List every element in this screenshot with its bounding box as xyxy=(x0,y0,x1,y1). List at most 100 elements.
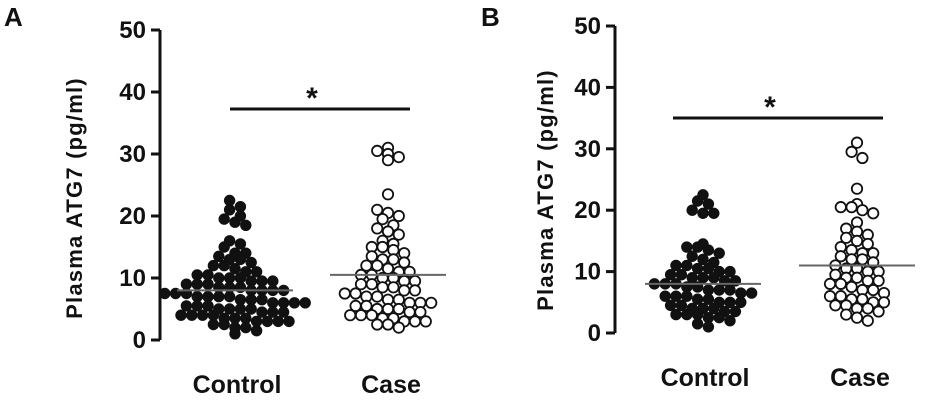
data-points-a xyxy=(159,141,446,340)
data-point-a-control xyxy=(218,259,230,272)
data-point-a-case xyxy=(392,228,405,241)
data-point-b-control xyxy=(681,241,693,253)
data-point-a-control xyxy=(213,290,225,303)
data-point-a-case xyxy=(338,287,351,300)
data-point-a-control xyxy=(180,300,193,312)
y-tick-label-a-20: 20 xyxy=(119,203,146,230)
data-point-a-control xyxy=(256,306,268,318)
data-point-b-control xyxy=(691,195,704,207)
data-point-b-case xyxy=(856,204,869,217)
data-point-b-case xyxy=(850,234,864,247)
data-point-a-case xyxy=(387,281,400,294)
data-point-a-case xyxy=(392,209,405,223)
data-point-a-control xyxy=(256,294,268,306)
data-point-b-case xyxy=(840,231,853,244)
data-point-a-control xyxy=(159,287,171,300)
data-point-b-control xyxy=(691,241,704,253)
y-tick-label-b-30: 30 xyxy=(574,136,601,163)
data-point-a-case xyxy=(376,213,389,226)
y-ticks-a: 0 10 20 30 40 50 xyxy=(119,17,160,354)
data-point-b-control xyxy=(686,272,698,284)
data-point-b-control xyxy=(708,302,720,315)
significance-marker-b: * xyxy=(764,91,776,124)
data-point-b-control xyxy=(670,308,682,321)
data-point-b-case xyxy=(850,182,864,195)
data-point-b-control xyxy=(745,287,758,299)
data-point-a-control xyxy=(223,290,236,303)
data-point-a-case xyxy=(419,315,432,328)
data-point-a-case xyxy=(381,318,395,331)
data-point-b-control xyxy=(724,296,736,308)
y-tick-label-b-20: 20 xyxy=(574,197,601,224)
data-point-b-control xyxy=(702,262,715,275)
data-point-a-control xyxy=(240,321,252,334)
data-point-b-control xyxy=(686,250,698,262)
data-point-b-control xyxy=(681,308,693,321)
data-point-b-control xyxy=(681,259,693,272)
data-point-b-control xyxy=(691,293,704,305)
data-point-a-control xyxy=(218,213,230,225)
data-point-a-case xyxy=(425,296,438,309)
data-point-b-control xyxy=(697,207,709,219)
data-point-b-control xyxy=(670,259,682,272)
data-point-a-case xyxy=(371,203,384,216)
data-point-a-case xyxy=(354,309,368,322)
y-tick-label-b-0: 0 xyxy=(588,320,601,347)
data-point-a-case xyxy=(408,315,422,328)
data-points-b xyxy=(645,136,915,333)
data-point-a-case xyxy=(371,318,384,331)
data-point-a-case xyxy=(365,309,378,322)
data-point-a-case xyxy=(365,250,378,263)
data-point-a-control xyxy=(234,303,247,315)
y-tick-label-a-40: 40 xyxy=(119,79,146,106)
y-axis-label-b: Plasma ATG7 (pg/ml) xyxy=(533,69,558,311)
data-point-a-case xyxy=(392,321,405,334)
data-point-b-case xyxy=(861,237,874,251)
data-point-b-control xyxy=(686,204,698,216)
data-point-a-control xyxy=(250,266,263,278)
data-point-a-case xyxy=(381,188,395,201)
data-point-b-control xyxy=(702,198,715,210)
data-point-b-case xyxy=(867,283,880,297)
data-point-b-control xyxy=(724,315,736,327)
data-point-a-control xyxy=(223,303,236,315)
data-point-a-control xyxy=(207,259,220,272)
data-point-b-control xyxy=(708,272,720,284)
data-point-a-control xyxy=(267,306,279,318)
chart-panel-b: B Plasma ATG7 (pg/ml) 0 10 20 30 40 50 * Cont… xyxy=(481,2,915,392)
data-point-b-case xyxy=(829,268,842,281)
data-point-b-control xyxy=(702,293,715,305)
data-point-b-control xyxy=(713,311,725,324)
data-point-a-control xyxy=(191,300,203,312)
x-category-case-a: Case xyxy=(361,371,421,399)
y-tick-label-a-50: 50 xyxy=(119,17,146,44)
data-point-a-case xyxy=(392,151,405,164)
data-point-b-case xyxy=(829,299,842,312)
data-point-b-case xyxy=(872,274,885,287)
data-point-a-case xyxy=(376,240,389,254)
data-point-b-control xyxy=(708,207,720,219)
data-point-a-case xyxy=(365,278,378,291)
data-point-b-control xyxy=(670,290,682,302)
data-point-b-case xyxy=(850,271,864,284)
data-point-a-case xyxy=(398,256,411,269)
data-point-b-control xyxy=(675,268,688,281)
data-point-a-case xyxy=(392,302,405,316)
data-point-b-control xyxy=(697,253,709,266)
data-point-b-control xyxy=(724,284,736,296)
data-point-a-control xyxy=(196,309,209,321)
data-point-a-control xyxy=(283,315,295,328)
y-tick-label-b-40: 40 xyxy=(574,74,601,101)
data-point-a-control xyxy=(272,315,284,328)
data-point-b-case xyxy=(834,201,847,214)
y-tick-label-b-10: 10 xyxy=(574,259,601,286)
data-point-b-control xyxy=(681,290,693,302)
data-point-a-control xyxy=(218,318,230,331)
data-point-b-case xyxy=(861,314,874,327)
data-point-a-case xyxy=(414,305,427,319)
data-point-a-case xyxy=(344,309,357,322)
data-point-a-control xyxy=(202,278,214,290)
data-point-b-control xyxy=(713,247,725,259)
data-point-b-control xyxy=(697,272,709,284)
data-point-a-control xyxy=(229,328,241,340)
